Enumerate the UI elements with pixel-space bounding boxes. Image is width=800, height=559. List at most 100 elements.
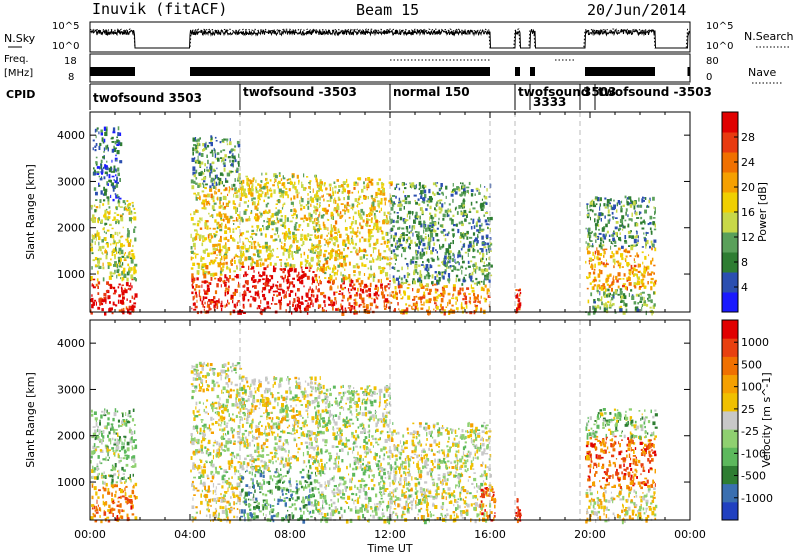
velocity-cell: [107, 492, 110, 495]
power-cell: [378, 188, 381, 192]
power-cell: [304, 308, 305, 311]
power-cell: [259, 296, 260, 299]
velocity-cell: [236, 503, 238, 505]
power-cell: [419, 277, 421, 281]
power-cell: [435, 288, 437, 290]
power-cell: [308, 198, 309, 200]
velocity-cell: [127, 421, 130, 423]
power-cell: [337, 258, 339, 260]
power-cell: [247, 181, 248, 183]
velocity-cell: [200, 428, 202, 432]
power-cell: [287, 279, 290, 284]
freq-band: [90, 67, 135, 76]
power-cell: [108, 216, 111, 219]
power-cell: [114, 212, 116, 214]
power-cell: [337, 212, 338, 215]
power-cell: [457, 269, 460, 271]
power-cell: [401, 277, 403, 280]
power-cell: [481, 281, 483, 283]
power-cell: [279, 189, 282, 193]
power-cell: [233, 239, 235, 242]
power-cell: [628, 276, 630, 279]
velocity-cell: [134, 424, 136, 426]
power-cell: [312, 271, 314, 273]
power-cell: [245, 219, 248, 222]
power-cell: [213, 228, 216, 230]
power-cell: [375, 285, 377, 287]
power-cell: [214, 235, 215, 237]
power-cell: [642, 228, 645, 230]
power-cell: [444, 309, 446, 311]
power-cell: [370, 236, 372, 240]
velocity-cell: [92, 496, 94, 500]
power-cell: [133, 271, 135, 274]
power-cell: [338, 308, 340, 311]
power-cell: [469, 182, 471, 185]
power-cell: [291, 244, 292, 248]
power-cell: [127, 298, 128, 301]
velocity-cell: [230, 483, 232, 486]
power-cell: [385, 201, 386, 205]
power-cell: [112, 249, 115, 252]
power-cell: [93, 147, 94, 150]
power-cell: [423, 187, 425, 189]
power-cell: [116, 160, 118, 162]
power-cell: [650, 286, 652, 290]
power-cell: [284, 203, 286, 205]
power-cell: [271, 275, 273, 279]
power-cell: [428, 227, 430, 231]
velocity-cell: [108, 488, 110, 492]
power-cell: [197, 146, 199, 149]
power-cell: [113, 264, 116, 267]
velocity-cell: [132, 418, 134, 421]
power-cell: [363, 254, 365, 258]
power-cell: [199, 143, 200, 146]
power-cell: [135, 293, 138, 297]
power-cell: [220, 236, 222, 239]
power-cell: [280, 262, 281, 266]
power-cell: [423, 252, 425, 256]
power-cell: [449, 299, 451, 302]
power-cell: [647, 205, 648, 208]
power-cell: [291, 268, 293, 272]
power-cell: [634, 206, 636, 210]
power-cell: [369, 243, 371, 247]
power-cell: [126, 306, 128, 308]
power-cell: [615, 217, 618, 219]
power-cell: [218, 181, 220, 185]
power-cell: [285, 219, 287, 223]
power-cell: [250, 304, 252, 308]
power-cell: [611, 251, 613, 254]
power-cell: [230, 138, 231, 141]
power-cell: [337, 286, 338, 289]
power-cell: [107, 297, 109, 300]
power-cell: [444, 271, 446, 274]
velocity-cell: [195, 406, 196, 409]
power-cell: [594, 277, 596, 279]
power-cell: [630, 204, 632, 208]
power-cell: [207, 194, 210, 197]
power-cell: [133, 216, 136, 220]
power-cell: [267, 189, 269, 194]
power-cell: [200, 296, 202, 299]
power-ytick-label: 3000: [57, 175, 85, 188]
velocity-cell: [231, 370, 233, 372]
power-cell: [453, 191, 454, 193]
power-cell: [334, 257, 337, 261]
power-cell: [104, 192, 107, 196]
power-cell: [432, 259, 435, 262]
power-cell: [206, 167, 207, 169]
power-cell: [363, 195, 365, 197]
power-cell: [116, 242, 117, 246]
power-cell: [106, 167, 109, 170]
power-cell: [116, 275, 117, 279]
power-cell: [587, 243, 589, 246]
power-cell: [414, 187, 416, 189]
velocity-cell: [131, 431, 134, 435]
power-cell: [408, 284, 411, 286]
velocity-cell: [123, 442, 124, 445]
velocity-cell: [228, 508, 231, 510]
power-cell: [249, 291, 252, 293]
power-cell: [332, 216, 334, 220]
power-cell: [99, 246, 102, 250]
